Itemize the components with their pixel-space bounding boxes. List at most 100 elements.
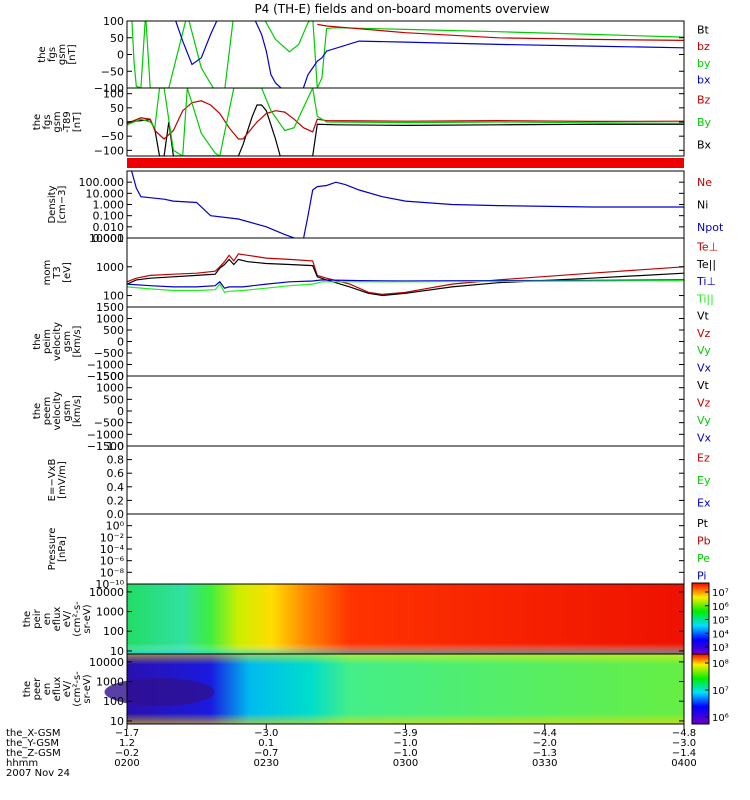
legend-entry: Ez <box>697 451 710 464</box>
x-row-label: the_X-GSM <box>6 728 60 739</box>
y-tick-label: 1000 <box>96 606 124 619</box>
y-axis-label: (cm²-s- <box>72 601 83 637</box>
legend-entry: Vz <box>697 396 711 409</box>
y-axis-label: (cm²-s- <box>72 671 83 707</box>
y-axis-label: Pressure <box>47 528 58 571</box>
panel-frame <box>126 20 685 89</box>
y-tick-label: 0.100 <box>93 210 125 223</box>
y-tick-label: 50 <box>110 102 124 115</box>
y-axis-label: [km/s] <box>72 325 83 357</box>
x-tick-label: −4.4 <box>533 728 557 739</box>
x-row-label: hhmm <box>6 758 38 769</box>
x-tick-label: 0330 <box>532 758 557 769</box>
y-axis-label: [eV] <box>62 262 73 283</box>
legend-entry: Pe <box>697 552 710 565</box>
series-temperature-Ti|| <box>127 280 684 293</box>
colorbar-tick-label: 10⁸ <box>712 659 729 670</box>
y-tick-label: 0.8 <box>107 454 125 467</box>
panel-frame <box>126 170 685 239</box>
panel-peir: 10⁷ 10⁶ 10⁵ 10⁴ 10³ 10000 1000 100 10 the peir en ef… <box>22 582 729 658</box>
panel-frame <box>126 445 685 515</box>
y-tick-label: −1000 <box>87 359 124 372</box>
legend-entry: Ni <box>697 199 708 212</box>
legend-entry: Vt <box>697 379 710 392</box>
legend-entry: Bt <box>697 23 710 36</box>
legend-entry: Vz <box>697 327 711 340</box>
legend-entry: Vy <box>697 344 711 357</box>
x-tick-label: −1.7 <box>115 728 139 739</box>
y-tick-label: 10 <box>110 715 124 728</box>
series-group <box>131 21 684 88</box>
y-tick-label: 0 <box>117 116 124 129</box>
legend-entry: By <box>697 116 712 129</box>
legend-entry: bz <box>697 40 710 53</box>
panel-frame <box>126 375 685 447</box>
y-tick-label: 100.000 <box>79 176 125 189</box>
y-tick-label: −50 <box>101 65 124 78</box>
y-tick-label: 100 <box>103 88 124 101</box>
series-group <box>127 88 684 156</box>
y-tick-label: 0.4 <box>107 481 125 494</box>
y-tick-label: 10⁻² <box>100 531 124 544</box>
y-axis-label: [nPa] <box>57 536 68 562</box>
series-group <box>127 253 684 297</box>
series-density-Npot <box>131 171 684 238</box>
y-tick-label: 10000 <box>89 232 124 245</box>
legend-entry: by <box>697 57 711 70</box>
y-axis-label: en <box>42 683 53 696</box>
y-tick-label: −1500 <box>87 440 124 453</box>
y-axis-label: gsm <box>57 44 68 65</box>
legend-entry: Vt <box>697 310 710 323</box>
y-tick-label: 1000 <box>96 261 124 274</box>
legend-entry: Te|| <box>696 258 716 271</box>
y-tick-label: −500 <box>94 347 124 360</box>
y-tick-label: −1000 <box>87 428 124 441</box>
x-tick-label: 0400 <box>671 758 696 769</box>
series-fgs-bx <box>175 21 684 88</box>
colorbar-peer <box>691 653 710 725</box>
legend-entry: Vy <box>697 414 711 427</box>
y-axis-label: E=−VxB <box>47 459 58 502</box>
panel-peer: 10⁸ 10⁷ 10⁶ 10000 1000 100 10 the peer en eflux eV/… <box>22 653 729 728</box>
x-tick-label: −3.9 <box>393 728 417 739</box>
y-axis-label: eflux <box>52 607 63 632</box>
series-fgs_t89-Bz <box>127 100 684 140</box>
series-fgs_t89-By <box>127 88 684 156</box>
y-tick-label: 10.000 <box>86 187 125 200</box>
y-tick-label: 10⁻⁴ <box>100 543 125 556</box>
y-axis-label: [nT] <box>67 44 78 64</box>
y-tick-label: −50 <box>101 130 124 143</box>
series-temperature-Te⊥ <box>127 253 684 296</box>
legend-entry: Ex <box>697 497 711 510</box>
panel-temperature: 10000 1000 100 mom T3 [eV] Te⊥ Te|| Ti⊥ Ti|| <box>42 232 718 308</box>
legend-entry: bx <box>697 74 711 87</box>
legend-entry: Pb <box>697 534 711 547</box>
y-axis-label: [mV/m] <box>57 461 68 499</box>
y-axis-label: sr-eV) <box>82 604 93 633</box>
x-tick-label: 0200 <box>114 758 139 769</box>
y-axis-label: velocity <box>52 391 63 430</box>
y-tick-label: −1500 <box>87 370 124 383</box>
x-tick-label: −4.8 <box>672 728 696 739</box>
y-tick-label: 1500 <box>96 301 124 314</box>
panel-fgs: 100 50 0 −50 −100 the fgs gsm [nT] Bt bz by bx <box>37 15 711 95</box>
legend-entry: Te⊥ <box>696 241 718 254</box>
series-group <box>131 171 684 238</box>
panel-efield: 1.00.80.60.40.20.0 E=−VxB [mV/m] Ez Ey Ex <box>47 440 711 521</box>
colorbar-tick-label: 10⁷ <box>712 686 729 697</box>
y-axis-label: eV/ <box>62 680 73 697</box>
y-axis-label: gsm <box>62 331 73 352</box>
y-axis-label: [cm−3] <box>57 186 68 224</box>
x-tick-label: −1.3 <box>533 748 557 759</box>
x-tick-label: −1.4 <box>672 748 696 759</box>
y-axis-label: the <box>32 403 43 419</box>
colorbar-peir <box>691 582 710 655</box>
y-tick-label: 0.2 <box>107 494 125 507</box>
y-tick-label: 0 <box>117 49 124 62</box>
legend-entry: Ti|| <box>696 292 714 305</box>
x-tick-label: 1.2 <box>119 738 135 749</box>
